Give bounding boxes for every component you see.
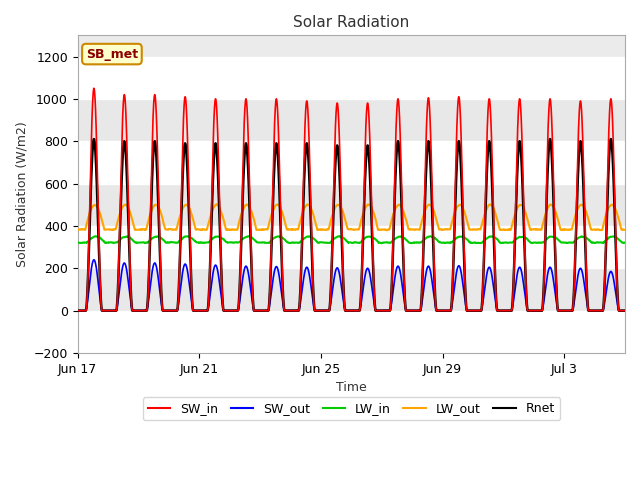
- SW_in: [175, 281, 183, 287]
- LW_out: [399, 208, 407, 214]
- SW_out: [172, 308, 180, 313]
- Rnet: [96, 276, 104, 282]
- SW_out: [621, 308, 629, 313]
- SW_out: [90, 257, 98, 263]
- LW_out: [615, 217, 623, 223]
- LW_out: [621, 227, 629, 233]
- Bar: [77, 141, 625, 183]
- SW_in: [621, 308, 629, 313]
- Bar: [77, 226, 625, 268]
- LW_out: [96, 210, 104, 216]
- LW_out: [257, 227, 265, 232]
- SW_in: [96, 274, 104, 280]
- Rnet: [621, 308, 629, 313]
- SW_in: [90, 85, 98, 91]
- SW_out: [175, 298, 183, 304]
- SW_out: [74, 308, 81, 313]
- Line: Rnet: Rnet: [77, 139, 625, 311]
- Text: SB_met: SB_met: [86, 48, 138, 60]
- LW_in: [175, 239, 183, 244]
- Bar: [77, 268, 625, 311]
- LW_in: [74, 240, 81, 245]
- Rnet: [615, 308, 623, 313]
- Rnet: [74, 308, 81, 313]
- Line: LW_in: LW_in: [77, 236, 625, 243]
- Bar: [77, 57, 625, 99]
- SW_out: [615, 308, 623, 313]
- SW_out: [399, 292, 407, 298]
- LW_in: [92, 233, 100, 239]
- Line: LW_out: LW_out: [77, 204, 625, 230]
- SW_in: [257, 308, 265, 313]
- LW_out: [74, 227, 81, 232]
- SW_in: [615, 308, 623, 313]
- Title: Solar Radiation: Solar Radiation: [293, 15, 410, 30]
- Y-axis label: Solar Radiation (W/m2): Solar Radiation (W/m2): [15, 121, 28, 267]
- SW_in: [399, 253, 407, 259]
- LW_in: [615, 237, 623, 242]
- LW_in: [378, 240, 386, 246]
- LW_in: [399, 235, 407, 240]
- Bar: [77, 99, 625, 141]
- LW_in: [621, 240, 629, 246]
- LW_out: [175, 217, 182, 223]
- SW_in: [74, 308, 81, 313]
- SW_out: [96, 296, 104, 301]
- LW_out: [383, 228, 390, 233]
- LW_out: [172, 227, 179, 232]
- LW_in: [172, 240, 180, 246]
- Rnet: [90, 136, 98, 142]
- LW_out: [213, 202, 221, 207]
- SW_in: [172, 308, 180, 313]
- Bar: [77, 183, 625, 226]
- Legend: SW_in, SW_out, LW_in, LW_out, Rnet: SW_in, SW_out, LW_in, LW_out, Rnet: [143, 397, 560, 420]
- Rnet: [257, 308, 265, 313]
- X-axis label: Time: Time: [336, 381, 367, 394]
- LW_in: [257, 240, 265, 245]
- Bar: [77, 311, 625, 353]
- LW_in: [96, 235, 104, 240]
- Rnet: [172, 308, 180, 313]
- SW_out: [257, 308, 265, 313]
- Rnet: [399, 258, 407, 264]
- Line: SW_in: SW_in: [77, 88, 625, 311]
- Rnet: [175, 282, 183, 288]
- Line: SW_out: SW_out: [77, 260, 625, 311]
